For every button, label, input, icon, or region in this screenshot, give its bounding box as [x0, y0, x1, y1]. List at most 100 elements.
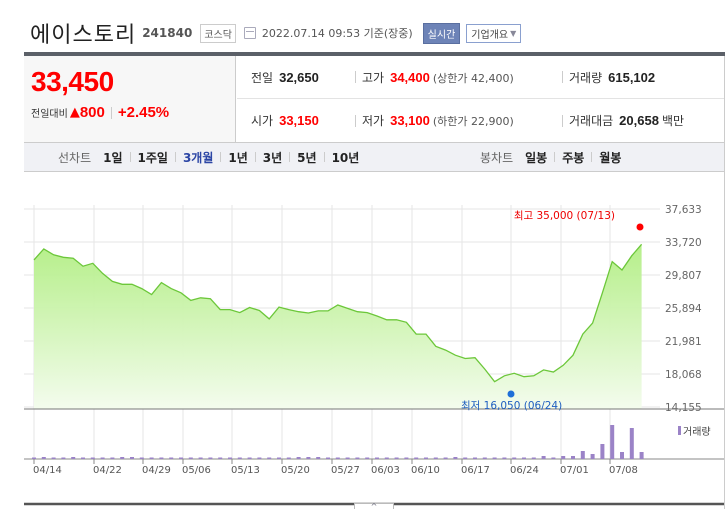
stat-low: 저가 33,100 (하한가 22,900) — [355, 112, 514, 129]
stat-value: 33,150 — [279, 113, 319, 128]
svg-text:06/17: 06/17 — [461, 465, 490, 476]
svg-text:04/22: 04/22 — [93, 465, 122, 476]
divider — [591, 152, 593, 162]
stats-panel: 전일 32,650 고가 34,400 (상한가 42,400) 거래량 615… — [237, 56, 725, 142]
divider — [24, 52, 725, 56]
stock-code: 241840 — [142, 26, 193, 40]
candle-chart-label: 봉차트 — [480, 150, 514, 165]
tab-5year[interactable]: 5년 — [297, 150, 317, 165]
market-badge: 코스닥 — [200, 23, 236, 43]
stats-row: 전일 32,650 고가 34,400 (상한가 42,400) 거래량 615… — [237, 56, 724, 99]
svg-text:06/24: 06/24 — [510, 465, 539, 476]
x-axis-labels: 04/14 04/22 04/29 05/06 05/13 05/20 05/27 06/03… — [33, 459, 638, 476]
stat-value: 32,650 — [279, 69, 319, 85]
calendar-icon — [243, 27, 256, 39]
company-info-dropdown[interactable]: 기업개요 ▼ — [466, 23, 522, 43]
chart-canvas: 37,633 33,720 29,807 25,894 21,981 18,068 14,1… — [24, 204, 725, 506]
stat-volume: 거래량 615,102 — [562, 69, 655, 86]
svg-text:21,981: 21,981 — [665, 336, 702, 348]
stat-label: 거래량 — [569, 70, 603, 85]
tab-monthly-candle[interactable]: 월봉 — [599, 150, 622, 165]
tab-3month[interactable]: 3개월 — [182, 150, 214, 165]
stat-trade-amount: 거래대금 20,658 백만 — [562, 112, 684, 129]
stat-value: 34,400 — [390, 69, 430, 85]
stat-value: 33,100 — [390, 113, 430, 128]
collapse-button[interactable]: ^ — [354, 502, 394, 511]
svg-text:05/06: 05/06 — [182, 465, 211, 476]
divider — [562, 114, 563, 127]
svg-text:05/27: 05/27 — [331, 465, 360, 476]
tab-10year[interactable]: 10년 — [331, 150, 360, 165]
divider — [220, 152, 222, 162]
svg-text:05/20: 05/20 — [281, 465, 310, 476]
tab-daily-candle[interactable]: 일봉 — [525, 150, 548, 165]
volume-legend: 거래량 — [678, 423, 711, 438]
tab-weekly-candle[interactable]: 주봉 — [562, 150, 585, 165]
divider — [110, 106, 112, 119]
price-area — [34, 244, 642, 409]
change-label: 전일대비 — [31, 109, 68, 120]
volume-bars — [32, 425, 644, 459]
divider — [355, 71, 356, 83]
change-percent: +2.45% — [117, 104, 170, 121]
svg-text:29,807: 29,807 — [665, 270, 702, 282]
current-price-panel: 33,450 전일대비 ▲ 800 +2.45% — [24, 56, 236, 142]
stat-label: 시가 — [251, 114, 274, 128]
divider — [174, 152, 176, 162]
svg-text:18,068: 18,068 — [665, 369, 702, 381]
tab-3year[interactable]: 3년 — [262, 150, 283, 165]
min-marker — [507, 390, 515, 398]
svg-text:07/08: 07/08 — [609, 465, 638, 476]
stat-value: 615,102 — [608, 69, 656, 85]
stat-label: 거래대금 — [569, 114, 614, 128]
divider — [129, 152, 131, 162]
up-arrow-icon: ▲ — [69, 105, 80, 120]
svg-text:04/14: 04/14 — [33, 465, 62, 476]
min-annotation: 최저 16,050 (06/24) — [461, 400, 562, 412]
svg-text:04/29: 04/29 — [142, 465, 171, 476]
stat-unit: 백만 — [661, 114, 685, 128]
chart-tabs-bar: 선차트 1일 1주일 3개월 1년 3년 5년 10년 봉차트 일봉 주봉 월봉 — [24, 142, 725, 172]
chevron-down-icon: ▼ — [510, 28, 517, 38]
max-marker — [636, 223, 644, 231]
chevron-up-icon: ^ — [370, 502, 378, 511]
realtime-button[interactable]: 실시간 — [422, 22, 461, 44]
title-bar: 에이스토리 241840 코스닥 2022.07.14 09:53 기준(장중)… — [30, 18, 522, 48]
divider — [562, 71, 563, 83]
svg-text:37,633: 37,633 — [665, 204, 702, 216]
stats-row: 시가 33,150 저가 33,100 (하한가 22,900) 거래대금 20… — [237, 99, 724, 142]
change-row: 전일대비 ▲ 800 +2.45% — [31, 104, 169, 121]
change-value: 800 — [79, 104, 105, 121]
divider — [289, 152, 291, 162]
y-axis-labels: 37,633 33,720 29,807 25,894 21,981 18,068 14,1… — [665, 204, 702, 414]
tab-1week[interactable]: 1주일 — [137, 150, 168, 165]
stat-label: 저가 — [362, 114, 385, 128]
tab-1year[interactable]: 1년 — [228, 150, 248, 165]
company-info-label: 기업개요 — [471, 29, 509, 41]
stat-label: 고가 — [362, 70, 385, 85]
divider — [323, 152, 325, 162]
price-line — [33, 243, 643, 383]
stat-sub: (상한가 42,400) — [432, 71, 514, 85]
svg-text:14,155: 14,155 — [665, 402, 702, 414]
svg-text:06/10: 06/10 — [411, 465, 440, 476]
svg-text:07/01: 07/01 — [560, 465, 589, 476]
divider — [254, 152, 256, 162]
stat-sub: (하한가 22,900) — [432, 115, 514, 128]
svg-text:33,720: 33,720 — [665, 237, 702, 249]
svg-text:05/13: 05/13 — [231, 465, 260, 476]
datetime: 2022.07.14 09:53 기준(장중) — [261, 27, 413, 40]
stat-label: 전일 — [251, 70, 274, 85]
current-price: 33,450 — [31, 66, 114, 97]
price-chart[interactable]: 37,633 33,720 29,807 25,894 21,981 18,068 14,1… — [0, 172, 725, 509]
legend-swatch — [678, 426, 681, 435]
stat-value: 20,658 — [619, 113, 659, 128]
max-annotation: 최고 35,000 (07/13) — [514, 210, 615, 222]
tab-1day[interactable]: 1일 — [103, 150, 123, 165]
company-name: 에이스토리 — [30, 23, 137, 48]
line-chart-label: 선차트 — [58, 150, 92, 165]
line-chart-tabs: 선차트 1일 1주일 3개월 1년 3년 5년 10년 — [58, 143, 359, 171]
svg-text:06/03: 06/03 — [371, 465, 400, 476]
stat-open: 시가 33,150 — [251, 112, 319, 129]
svg-text:25,894: 25,894 — [665, 303, 702, 315]
